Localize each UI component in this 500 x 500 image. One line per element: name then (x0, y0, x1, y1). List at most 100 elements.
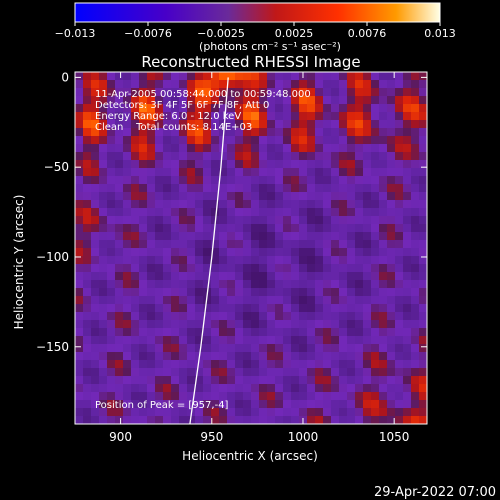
heatmap-cell (131, 288, 140, 297)
heatmap-cell (187, 416, 196, 424)
heatmap-cell (155, 88, 164, 97)
heatmap-cell (75, 352, 84, 361)
heatmap-cell (131, 392, 140, 401)
heatmap-cell (107, 136, 116, 145)
heatmap-cell (139, 408, 148, 417)
heatmap-cell (163, 96, 172, 105)
heatmap-cell (227, 384, 236, 393)
heatmap-cell (347, 200, 356, 209)
heatmap-cell (155, 176, 164, 185)
heatmap-cell (419, 224, 427, 233)
heatmap-cell (99, 120, 108, 129)
heatmap-cell (171, 336, 180, 345)
heatmap-cell (291, 320, 300, 329)
heatmap-cell (387, 152, 396, 161)
heatmap-cell (347, 344, 356, 353)
heatmap-cell (83, 192, 92, 201)
heatmap-cell (155, 408, 164, 417)
heatmap-cell (331, 384, 340, 393)
heatmap-cell (259, 240, 268, 249)
heatmap-cell (251, 376, 260, 385)
heatmap-cell (275, 168, 284, 177)
heatmap-cell (379, 320, 388, 329)
heatmap-cell (387, 376, 396, 385)
heatmap-cell (307, 168, 316, 177)
heatmap-cell (155, 224, 164, 233)
heatmap-cell (243, 352, 252, 361)
heatmap-cell (171, 112, 180, 121)
heatmap-cell (299, 128, 308, 137)
heatmap-cell (115, 352, 124, 361)
heatmap-cell (259, 264, 268, 273)
heatmap-cell (171, 264, 180, 273)
heatmap-cell (155, 240, 164, 249)
x-tick-label: 1000 (288, 430, 319, 444)
heatmap-cell (379, 272, 388, 281)
heatmap-cell (179, 304, 188, 313)
heatmap-cell (315, 296, 324, 305)
heatmap-cell (171, 152, 180, 161)
heatmap-cell (315, 312, 324, 321)
heatmap-cell (155, 128, 164, 137)
heatmap-cell (211, 256, 220, 265)
heatmap-cell (235, 192, 244, 201)
heatmap-cell (315, 408, 324, 417)
heatmap-cell (355, 328, 364, 337)
heatmap-cell (211, 184, 220, 193)
heatmap-cell (195, 392, 204, 401)
heatmap-cell (91, 184, 100, 193)
heatmap-cell (315, 376, 324, 385)
heatmap-cell (283, 320, 292, 329)
heatmap-cell (403, 376, 412, 385)
x-axis-label: Heliocentric X (arcsec) (182, 449, 318, 463)
heatmap-cell (307, 320, 316, 329)
heatmap-cell (123, 80, 132, 89)
heatmap-cell (195, 152, 204, 161)
heatmap-cell (315, 360, 324, 369)
heatmap-cell (75, 408, 84, 417)
heatmap-cell (275, 96, 284, 105)
heatmap-cell (267, 312, 276, 321)
heatmap-cell (235, 368, 244, 377)
heatmap-cell (203, 144, 212, 153)
heatmap-cell (259, 272, 268, 281)
heatmap-cell (307, 104, 316, 113)
heatmap-cell (307, 288, 316, 297)
heatmap-cell (211, 120, 220, 129)
heatmap-cell (163, 384, 172, 393)
heatmap-cell (227, 392, 236, 401)
heatmap-cell (419, 232, 427, 241)
heatmap-cell (227, 360, 236, 369)
heatmap-cell (235, 304, 244, 313)
heatmap-cell (131, 256, 140, 265)
heatmap-cell (219, 400, 228, 409)
heatmap-cell (299, 104, 308, 113)
heatmap-cell (227, 280, 236, 289)
heatmap-cell (275, 80, 284, 89)
heatmap-cell (251, 304, 260, 313)
heatmap-cell (291, 384, 300, 393)
heatmap-cell (275, 408, 284, 417)
heatmap-cell (187, 248, 196, 257)
heatmap-cell (243, 408, 252, 417)
heatmap-cell (347, 392, 356, 401)
heatmap-cell (307, 336, 316, 345)
heatmap-cell (83, 264, 92, 273)
heatmap-cell (291, 336, 300, 345)
heatmap-cell (403, 352, 412, 361)
heatmap-cell (115, 224, 124, 233)
heatmap-cell (107, 144, 116, 153)
heatmap-cell (131, 408, 140, 417)
heatmap-cell (379, 264, 388, 273)
heatmap-cell (203, 360, 212, 369)
heatmap-cell (211, 168, 220, 177)
heatmap-cell (307, 304, 316, 313)
heatmap-cell (123, 200, 132, 209)
heatmap-cell (315, 288, 324, 297)
heatmap-cell (339, 168, 348, 177)
heatmap-cell (187, 256, 196, 265)
colorbar-ticks: −0.013 −0.0076 −0.0025 0.0025 0.0076 0.013 (55, 22, 456, 40)
heatmap-cell (107, 216, 116, 225)
heatmap-cell (347, 88, 356, 97)
heatmap-cell (155, 320, 164, 329)
